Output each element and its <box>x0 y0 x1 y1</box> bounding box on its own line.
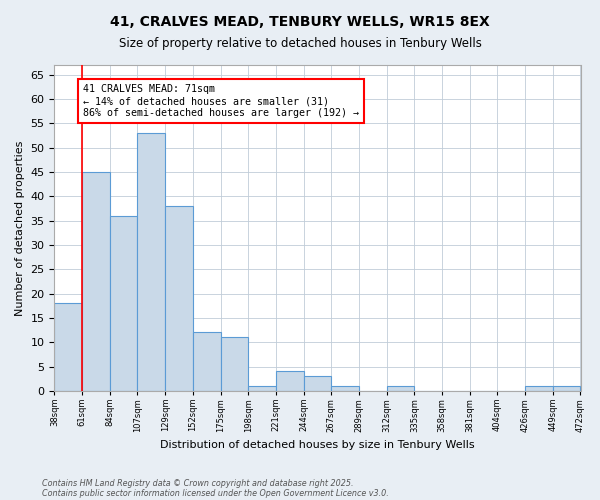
Bar <box>331 386 359 391</box>
Bar <box>525 386 553 391</box>
Text: 41, CRALVES MEAD, TENBURY WELLS, WR15 8EX: 41, CRALVES MEAD, TENBURY WELLS, WR15 8E… <box>110 15 490 29</box>
Text: 41 CRALVES MEAD: 71sqm
← 14% of detached houses are smaller (31)
86% of semi-det: 41 CRALVES MEAD: 71sqm ← 14% of detached… <box>83 84 359 117</box>
X-axis label: Distribution of detached houses by size in Tenbury Wells: Distribution of detached houses by size … <box>160 440 475 450</box>
Text: Contains HM Land Registry data © Crown copyright and database right 2025.: Contains HM Land Registry data © Crown c… <box>42 478 353 488</box>
Bar <box>110 216 137 391</box>
Bar <box>193 332 221 391</box>
Bar <box>165 206 193 391</box>
Bar <box>553 386 580 391</box>
Text: Size of property relative to detached houses in Tenbury Wells: Size of property relative to detached ho… <box>119 38 481 51</box>
Bar <box>386 386 415 391</box>
Bar <box>137 133 165 391</box>
Bar <box>304 376 331 391</box>
Bar <box>82 172 110 391</box>
Bar <box>276 372 304 391</box>
Text: Contains public sector information licensed under the Open Government Licence v3: Contains public sector information licen… <box>42 490 389 498</box>
Y-axis label: Number of detached properties: Number of detached properties <box>15 140 25 316</box>
Bar <box>221 338 248 391</box>
Bar <box>248 386 276 391</box>
Bar <box>55 304 82 391</box>
